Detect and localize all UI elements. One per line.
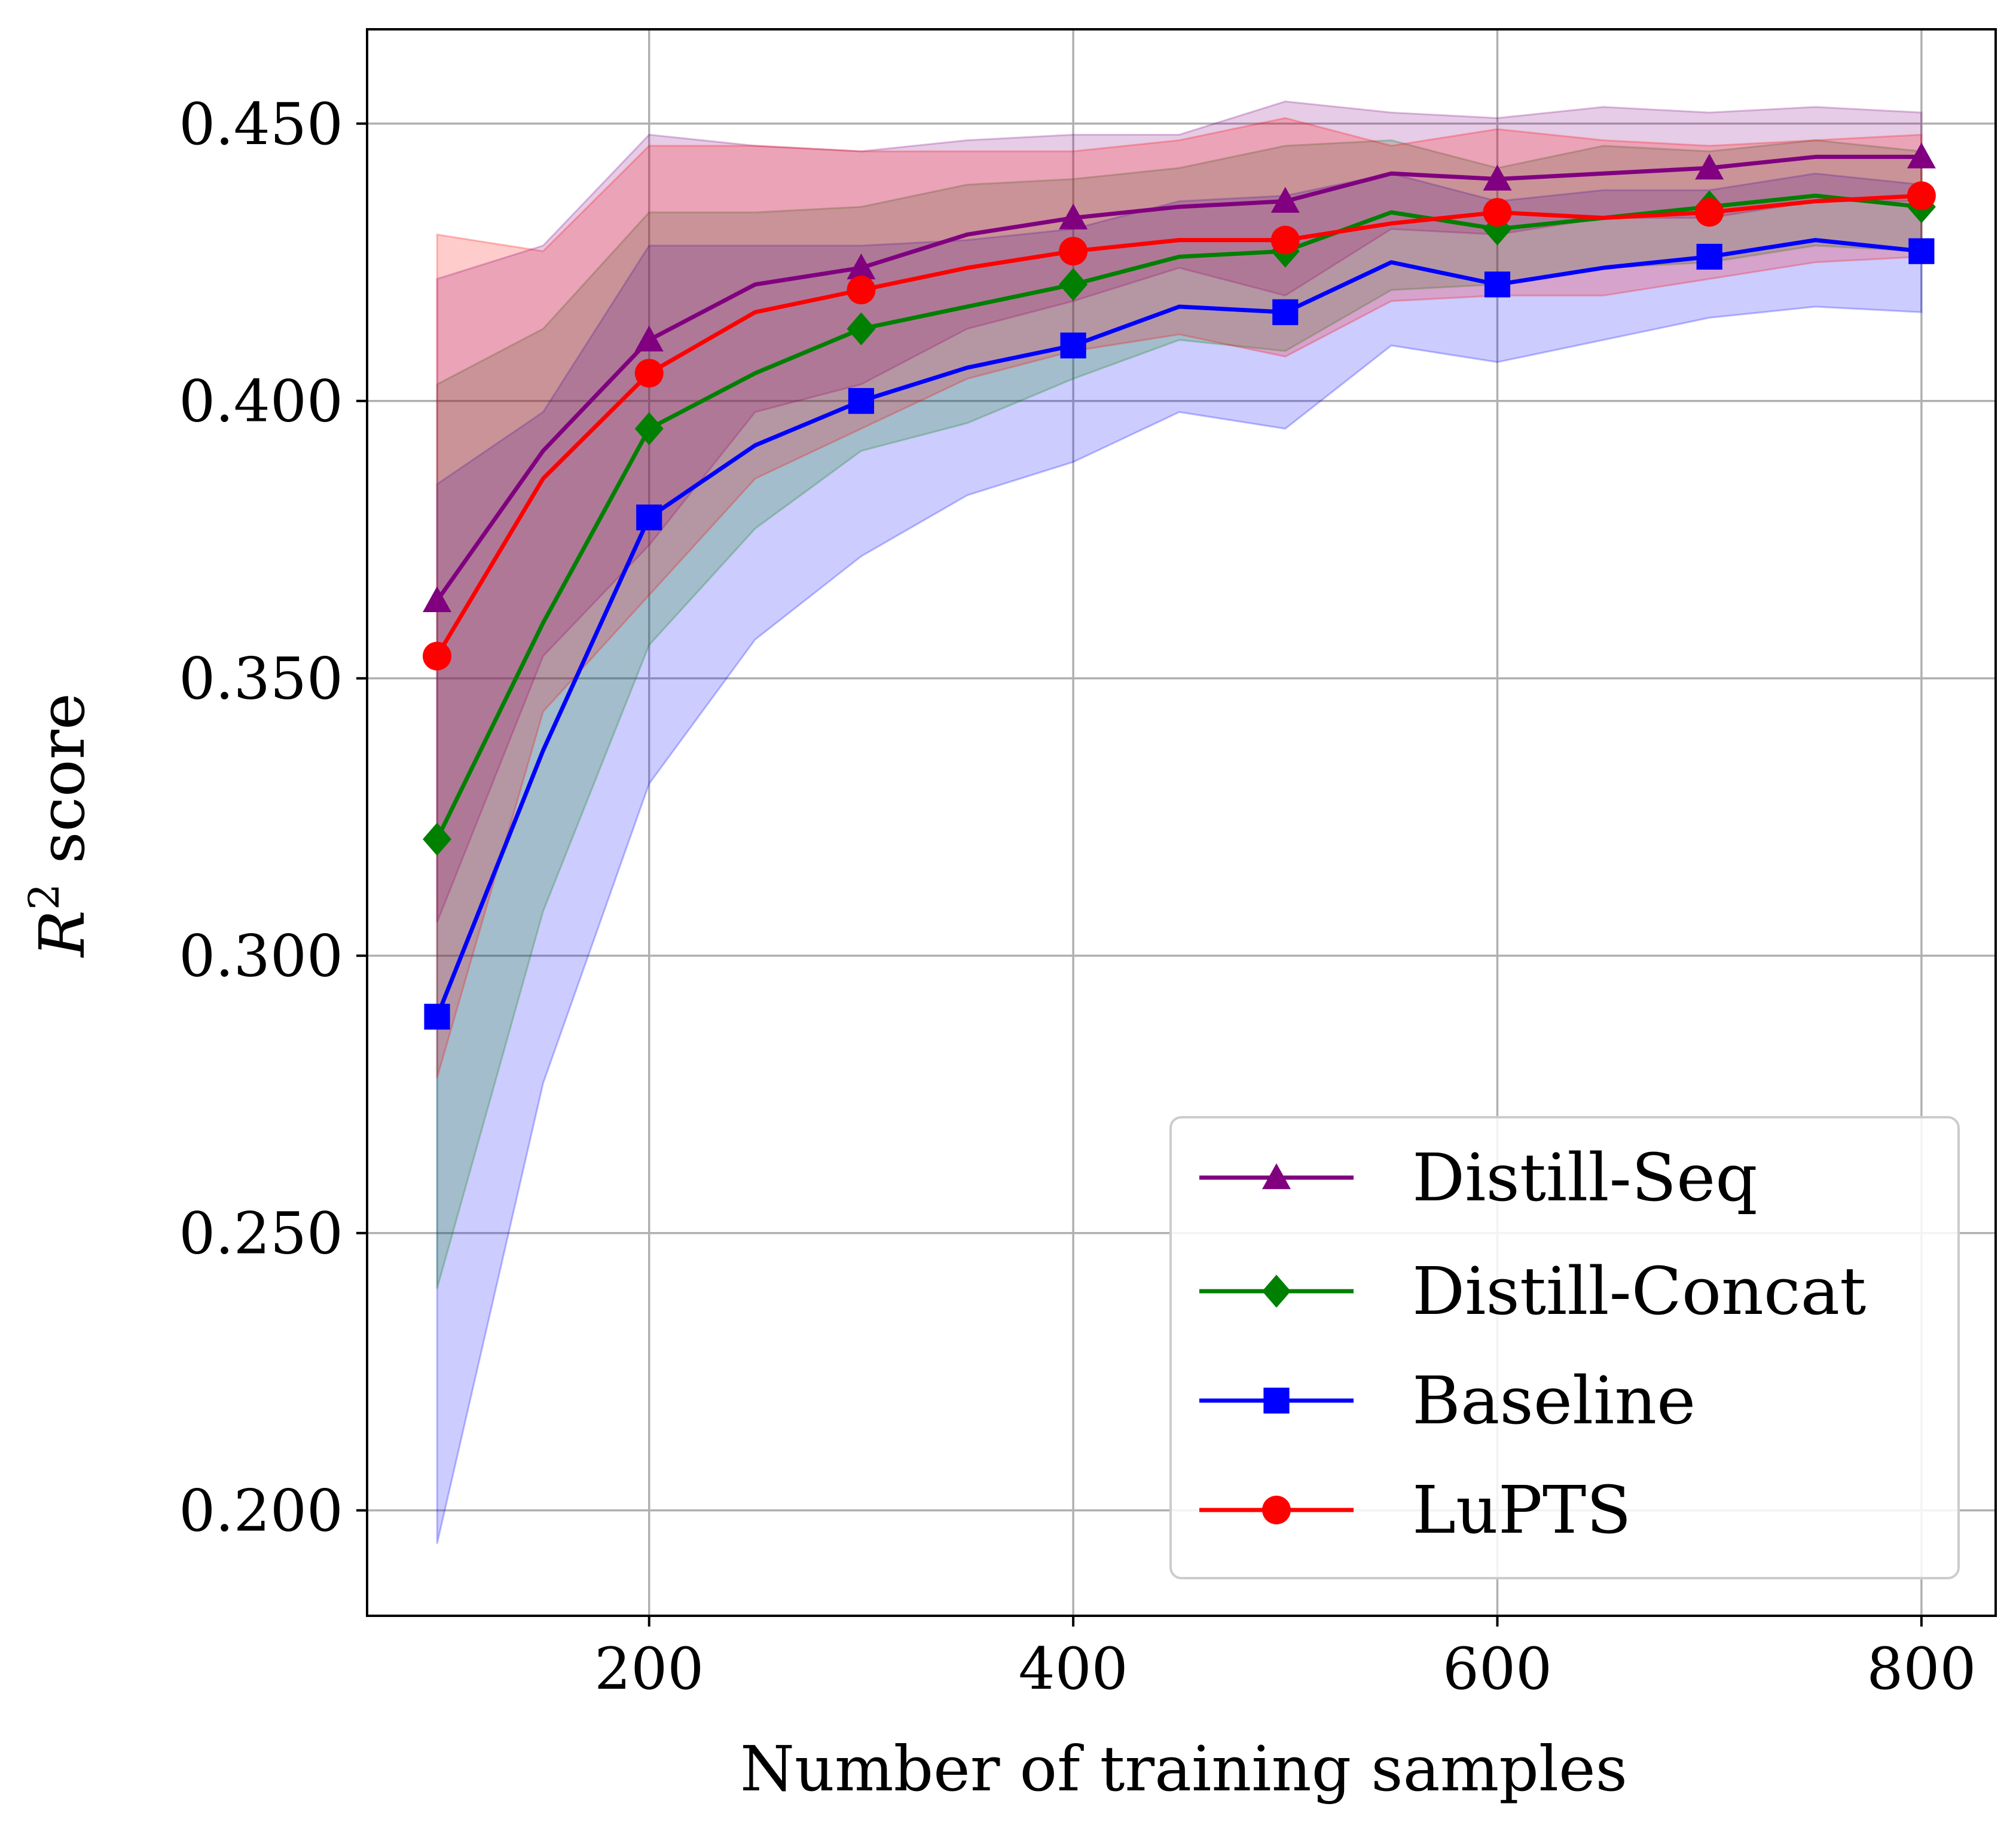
- y-tick-label: 0.300: [179, 923, 343, 990]
- series-line-baseline: [435, 238, 1924, 1019]
- x-tick-label: 200: [594, 1636, 704, 1702]
- y-tick-label: 0.250: [179, 1200, 343, 1267]
- legend-box: [1169, 1116, 1960, 1579]
- data-point-distill-seq: [1059, 203, 1088, 230]
- y-axis-label-sup: 2: [20, 884, 69, 910]
- y-tick-label: 0.200: [179, 1478, 343, 1545]
- data-point-distill-seq: [847, 253, 876, 280]
- legend-entries: Distill-Seq Distill-Concat Baseline LuPTS: [1199, 1139, 1866, 1548]
- series-line-distill-concat: [435, 193, 1924, 842]
- data-point-baseline: [1272, 299, 1299, 325]
- data-point-baseline: [424, 1004, 450, 1030]
- y-axis-label-main: R: [26, 910, 99, 958]
- data-point-baseline: [1484, 271, 1511, 298]
- data-point-distill-concat: [847, 312, 876, 346]
- y-axis-label: R2 score: [20, 693, 99, 958]
- data-point-distill-concat: [1059, 268, 1088, 301]
- data-point-lupts: [1483, 198, 1512, 227]
- data-point-baseline: [1908, 238, 1935, 264]
- x-tick-label: 800: [1867, 1636, 1976, 1702]
- legend-label-lupts: LuPTS: [1412, 1472, 1632, 1548]
- data-point-baseline: [848, 388, 875, 414]
- data-point-distill-seq: [1907, 142, 1936, 169]
- data-point-distill-seq: [1695, 153, 1724, 180]
- legend-label-baseline: Baseline: [1412, 1362, 1696, 1439]
- x-tick-label: 400: [1018, 1636, 1128, 1702]
- data-point-baseline: [1060, 332, 1086, 359]
- legend-marker-baseline: [1263, 1387, 1290, 1414]
- legend-marker-distill-concat: [1262, 1274, 1291, 1308]
- axis-ticks: 200 400 600 800 0.200 0.250 0.300 0.350 0.400 0.4…: [179, 91, 1976, 1702]
- y-axis-label-rest: score: [26, 693, 99, 884]
- data-point-lupts: [1270, 225, 1300, 255]
- data-point-lupts: [1695, 198, 1724, 227]
- legend: Distill-Seq Distill-Concat Baseline LuPTS: [1169, 1116, 1960, 1579]
- series-markers: [423, 142, 1936, 1030]
- data-point-lupts: [847, 276, 876, 305]
- data-point-lupts: [634, 359, 664, 388]
- data-point-distill-seq: [1483, 164, 1512, 191]
- data-point-baseline: [1696, 243, 1722, 270]
- data-point-distill-seq: [1270, 187, 1300, 213]
- data-point-lupts: [423, 641, 452, 671]
- data-point-lupts: [1907, 181, 1936, 210]
- y-tick-label: 0.350: [179, 646, 343, 713]
- series-lines: [435, 154, 1924, 1019]
- data-point-distill-concat: [634, 412, 664, 445]
- x-axis-label: Number of training samples: [740, 1732, 1627, 1805]
- legend-label-distill-concat: Distill-Concat: [1412, 1253, 1866, 1329]
- data-point-lupts: [1059, 237, 1088, 266]
- x-tick-label: 600: [1443, 1636, 1552, 1702]
- series-line-lupts: [435, 193, 1924, 659]
- data-point-distill-concat: [423, 823, 452, 856]
- legend-label-distill-seq: Distill-Seq: [1412, 1139, 1758, 1216]
- data-point-distill-seq: [634, 325, 664, 351]
- axes-frame: [366, 28, 1997, 1617]
- confidence-band-baseline: [436, 172, 1923, 1544]
- data-point-baseline: [636, 505, 662, 531]
- y-tick-label: 0.400: [179, 368, 343, 435]
- data-point-distill-seq: [423, 586, 452, 613]
- series-line-distill-seq: [435, 154, 1924, 603]
- y-tick-label: 0.450: [179, 91, 343, 158]
- legend-marker-lupts: [1262, 1496, 1291, 1524]
- legend-marker-distill-seq: [1262, 1163, 1291, 1190]
